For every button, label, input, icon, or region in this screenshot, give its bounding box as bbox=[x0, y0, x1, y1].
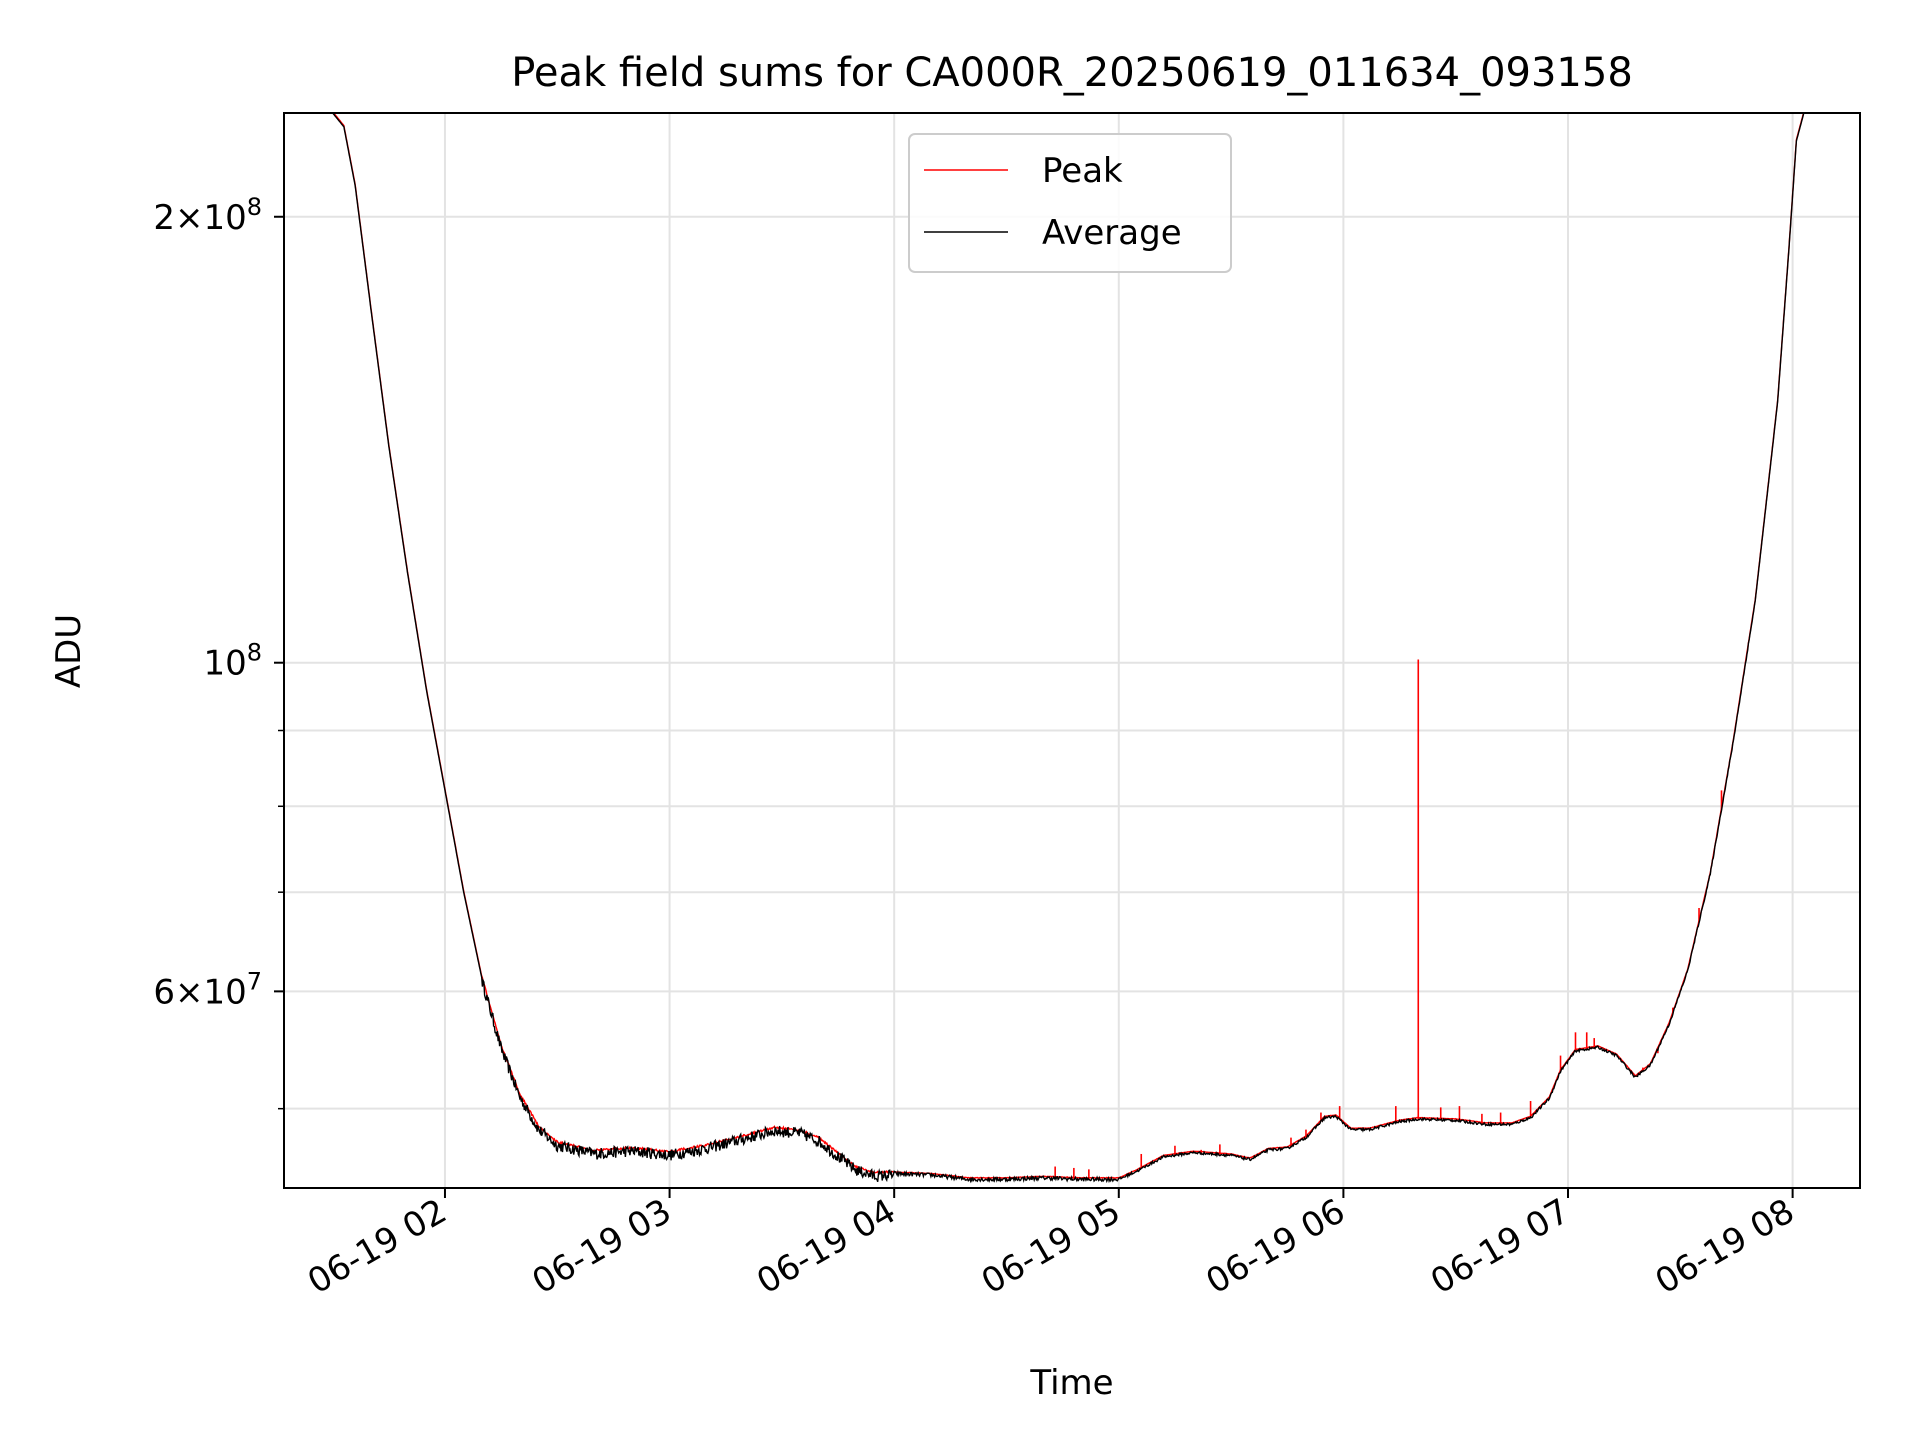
y-tick-times: × bbox=[175, 198, 204, 238]
y-tick-label: 2×108 bbox=[153, 193, 262, 238]
series-layer bbox=[284, 112, 1860, 1184]
y-tick-base: 10 bbox=[203, 644, 246, 684]
legend-label-peak: Peak bbox=[1042, 151, 1123, 191]
y-tick-exponent: 7 bbox=[247, 967, 262, 995]
y-tick-label: 108 bbox=[203, 639, 262, 684]
y-axis-label: ADU bbox=[49, 614, 89, 688]
legend-box bbox=[908, 133, 1232, 273]
y-tick-exponent: 8 bbox=[247, 193, 262, 221]
y-tick-exponent: 8 bbox=[247, 639, 262, 667]
x-axis-label: Time bbox=[1029, 1363, 1113, 1403]
y-tick-times: × bbox=[175, 972, 204, 1012]
y-tick-mantissa: 6 bbox=[153, 972, 175, 1012]
chart-title: Peak field sums for CA000R_20250619_0116… bbox=[511, 50, 1633, 96]
legend-label-average: Average bbox=[1042, 213, 1182, 253]
y-tick-base: 10 bbox=[203, 972, 246, 1012]
legend: Peak Average bbox=[908, 133, 1232, 273]
grid bbox=[284, 113, 1860, 1188]
average-series-line bbox=[284, 112, 1860, 1184]
y-tick-base: 10 bbox=[203, 198, 246, 238]
y-tick-mantissa: 2 bbox=[153, 198, 175, 238]
plot-frame bbox=[283, 112, 1861, 1189]
y-tick-label: 6×107 bbox=[153, 967, 262, 1012]
